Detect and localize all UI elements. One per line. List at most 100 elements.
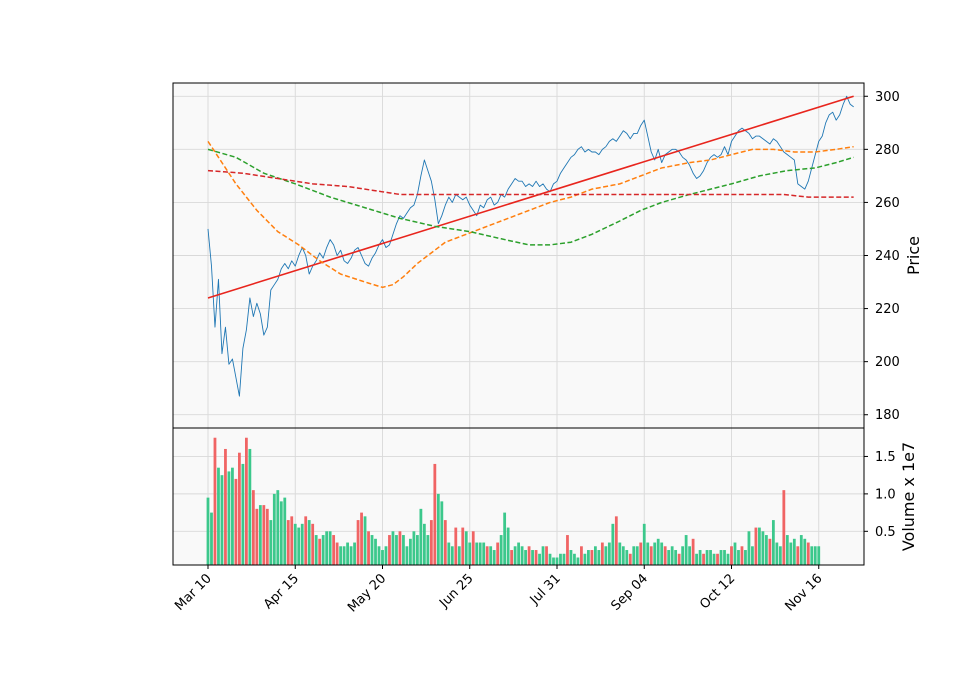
volume-bar xyxy=(433,463,437,565)
volume-bar xyxy=(590,550,594,565)
volume-bar xyxy=(656,538,660,565)
volume-bar xyxy=(213,437,217,565)
x-tick-label: Nov 16 xyxy=(782,571,825,614)
volume-bar xyxy=(566,535,569,565)
moving-average-line xyxy=(207,140,854,289)
volume-bar xyxy=(684,535,688,565)
volume-bar xyxy=(761,531,765,565)
volume-bar xyxy=(217,467,220,565)
volume-y-axis: 0.5 1.0 1.5 xyxy=(864,450,896,540)
volume-bar xyxy=(730,546,733,565)
volume-bar xyxy=(258,505,262,565)
volume-bar xyxy=(754,527,758,565)
volume-bar xyxy=(744,550,747,565)
volume-bar xyxy=(342,546,346,565)
volume-bar xyxy=(813,546,817,565)
volume-bar xyxy=(272,493,276,565)
volume-bar xyxy=(674,550,678,565)
volume-bar xyxy=(607,542,611,565)
volume-bar xyxy=(227,471,231,565)
volume-bar xyxy=(325,531,329,565)
volume-bar xyxy=(468,542,472,565)
volume-bar xyxy=(279,501,283,565)
volume-bar xyxy=(768,538,772,565)
volume-bar xyxy=(600,542,604,565)
volume-bar xyxy=(234,478,238,565)
volume-panel: 0.5 1.0 1.5 Volume x 1e7 xyxy=(172,427,918,566)
volume-bar xyxy=(241,463,245,565)
volume-bar xyxy=(782,490,786,565)
volume-bar xyxy=(363,516,367,565)
volume-bar xyxy=(436,493,440,565)
volume-bar xyxy=(210,512,213,565)
moving-average-line xyxy=(207,148,854,246)
volume-ytick-label: 1.0 xyxy=(875,487,896,502)
volume-bar xyxy=(646,542,650,565)
volume-bar xyxy=(621,546,625,565)
volume-bar xyxy=(531,550,534,565)
volume-bar xyxy=(496,542,500,565)
volume-bar xyxy=(726,553,730,565)
volume-bar xyxy=(353,542,356,565)
volume-bar xyxy=(698,550,702,565)
volume-bar xyxy=(398,531,402,565)
volume-bar xyxy=(251,490,255,565)
volume-bar xyxy=(545,546,548,565)
volume-bar xyxy=(785,535,789,565)
price-axis-label: Price xyxy=(904,236,923,275)
volume-bar xyxy=(803,538,807,565)
volume-bar xyxy=(244,437,248,565)
volume-bar xyxy=(206,497,210,565)
volume-bar xyxy=(457,546,461,565)
volume-bar xyxy=(792,538,796,565)
volume-bar xyxy=(300,523,304,565)
volume-bar xyxy=(765,535,768,565)
volume-bar xyxy=(709,550,712,565)
volume-bar xyxy=(339,546,343,565)
volume-bar xyxy=(747,531,751,565)
volume-bar xyxy=(583,553,587,565)
volume-bar xyxy=(224,448,227,565)
price-y-axis: 180 200 220 240 260 280 300 xyxy=(864,90,900,423)
volume-bar xyxy=(733,542,737,565)
volume-bars xyxy=(206,437,821,565)
price-ytick-label: 260 xyxy=(875,196,900,211)
x-tick-label: Sep 04 xyxy=(609,571,652,614)
volume-bar xyxy=(778,546,782,565)
close-price-line xyxy=(207,95,854,397)
volume-bar xyxy=(527,546,531,565)
volume-bar xyxy=(478,542,482,565)
volume-bar xyxy=(426,535,430,565)
volume-bar xyxy=(817,546,821,565)
volume-bar xyxy=(702,553,705,565)
volume-bar xyxy=(475,542,479,565)
volume-bar xyxy=(541,546,545,565)
volume-bar xyxy=(548,553,552,565)
volume-bar xyxy=(775,542,779,565)
volume-bar xyxy=(429,520,433,565)
moving-average-line xyxy=(207,169,854,198)
x-tick-label: Apr 15 xyxy=(261,571,302,612)
volume-bar xyxy=(269,520,273,565)
volume-bar xyxy=(712,553,716,565)
volume-bar xyxy=(499,535,503,565)
volume-bar xyxy=(276,490,280,565)
volume-bar xyxy=(593,546,597,565)
volume-bar xyxy=(503,512,507,565)
volume-bar xyxy=(576,557,580,565)
volume-bar xyxy=(489,546,493,565)
volume-bar xyxy=(265,508,269,565)
volume-bar xyxy=(370,535,374,565)
volume-bar xyxy=(447,542,451,565)
volume-bar xyxy=(360,512,363,565)
volume-bar xyxy=(524,550,527,565)
volume-bar xyxy=(597,550,601,565)
volume-bar xyxy=(653,542,657,565)
price-ytick-label: 280 xyxy=(875,143,900,158)
x-tick-label: Oct 12 xyxy=(697,571,738,612)
volume-bar xyxy=(562,553,566,565)
volume-panel-frame xyxy=(172,427,865,566)
volume-bar xyxy=(374,538,377,565)
volume-bar xyxy=(443,520,447,565)
